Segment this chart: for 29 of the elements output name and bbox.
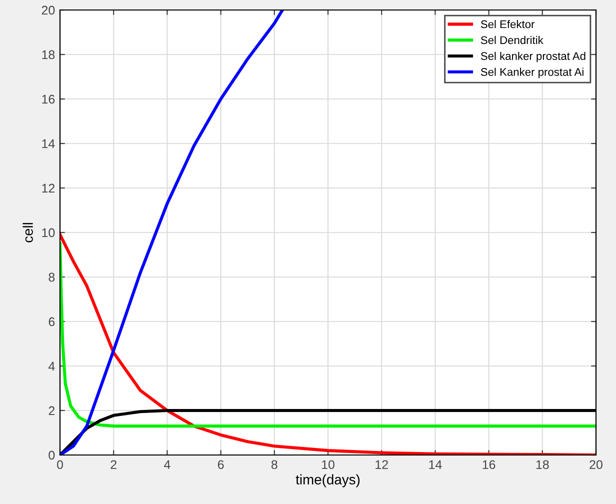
legend-label: Sel Efektor <box>480 20 535 28</box>
x-tick-label: 18 <box>536 460 549 470</box>
y-tick-label: 8 <box>48 272 55 282</box>
x-tick-label: 2 <box>110 460 116 469</box>
x-tick-label: 16 <box>482 460 496 470</box>
x-tick-label: 4 <box>164 460 170 469</box>
y-tick-label: 2 <box>48 406 55 416</box>
y-tick-label: 16 <box>42 94 55 104</box>
legend-label: Sel Kanker prostat Ai <box>480 68 584 78</box>
legend-label: Sel kanker prostat Ad <box>480 52 586 62</box>
y-tick-label: 20 <box>42 6 55 15</box>
x-tick-label: 6 <box>218 460 224 470</box>
y-axis-title: cell <box>22 223 33 242</box>
y-tick-label: 6 <box>48 317 55 326</box>
legend-label: Sel Dendritik <box>480 36 544 44</box>
y-tick-label: 18 <box>42 50 55 60</box>
x-axis-title: time(days) <box>296 474 360 488</box>
y-tick-label: 4 <box>48 362 55 371</box>
y-tick-label: 12 <box>42 184 55 193</box>
x-tick-label: 10 <box>322 460 334 470</box>
y-tick-label: 14 <box>42 139 55 148</box>
y-tick-label: 0 <box>48 450 55 460</box>
x-tick-label: 14 <box>429 460 442 469</box>
x-tick-label: 8 <box>271 460 278 470</box>
line-series <box>60 242 596 428</box>
x-tick-label: 20 <box>590 460 602 470</box>
x-tick-label: 0 <box>57 460 63 470</box>
y-tick-label: 10 <box>42 228 55 238</box>
x-tick-label: 12 <box>376 460 388 469</box>
